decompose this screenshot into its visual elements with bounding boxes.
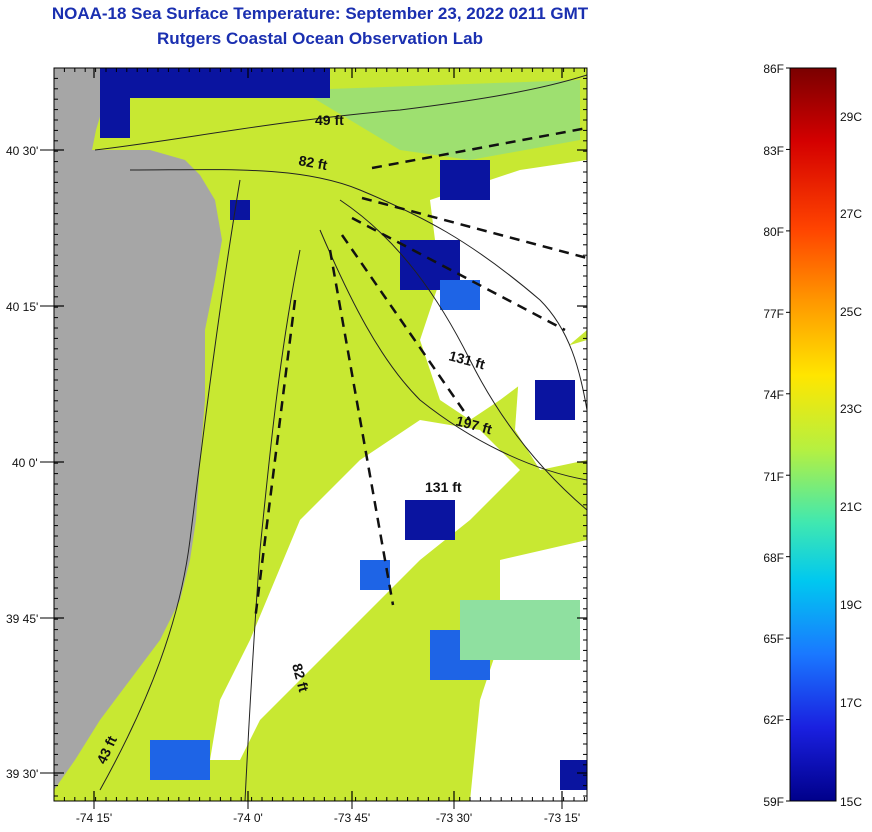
temperature-colorbar xyxy=(789,67,837,802)
colorbar-c-label: 17C xyxy=(840,696,862,710)
contour-label-49ft: 49 ft xyxy=(315,112,344,128)
colorbar-f-label: 71F xyxy=(763,470,784,484)
colorbar-f-label: 80F xyxy=(763,225,784,239)
lon-label: -73 30' xyxy=(436,811,472,825)
colorbar-f-label: 65F xyxy=(763,632,784,646)
colorbar-c-label: 29C xyxy=(840,110,862,124)
colorbar-c-label: 21C xyxy=(840,500,862,514)
colorbar-c-label: 15C xyxy=(840,795,862,809)
colorbar-c-label: 23C xyxy=(840,402,862,416)
lat-label: 39 30' xyxy=(6,767,38,781)
colorbar-f-label: 83F xyxy=(763,144,784,158)
colorbar-f-label: 77F xyxy=(763,307,784,321)
colorbar-f-label: 59F xyxy=(763,795,784,809)
colorbar-c-label: 27C xyxy=(840,207,862,221)
contour-label-82ft: 82 ft xyxy=(297,152,328,173)
lat-label: 40 0' xyxy=(12,456,38,470)
colorbar-c-label: 19C xyxy=(840,598,862,612)
colorbar-c-label: 25C xyxy=(840,305,862,319)
map-frame xyxy=(53,67,588,802)
land-mass xyxy=(54,68,222,790)
lon-label: -73 45' xyxy=(334,811,370,825)
map-subtitle: Rutgers Coastal Ocean Observation Lab xyxy=(157,29,483,48)
map-ticks xyxy=(40,67,587,809)
colorbar-f-label: 62F xyxy=(763,713,784,727)
map-title: NOAA-18 Sea Surface Temperature: Septemb… xyxy=(51,4,589,23)
contour-label-82ft-south: 82 ft xyxy=(289,662,312,694)
lon-label: -73 15' xyxy=(544,811,580,825)
map-image: 49 ft 82 ft 131 ft 197 ft 131 ft 82 ft 4… xyxy=(54,68,587,801)
lon-label: -74 0' xyxy=(233,811,263,825)
colorbar-f-label: 68F xyxy=(763,551,784,565)
contour-label-131ft-south: 131 ft xyxy=(425,479,462,495)
lat-label: 39 45' xyxy=(6,612,38,626)
lat-label: 40 15' xyxy=(6,300,38,314)
colorbar-f-label: 74F xyxy=(763,388,784,402)
lat-label: 40 30' xyxy=(6,144,38,158)
colorbar-f-label: 86F xyxy=(763,62,784,76)
lon-label: -74 15' xyxy=(76,811,112,825)
